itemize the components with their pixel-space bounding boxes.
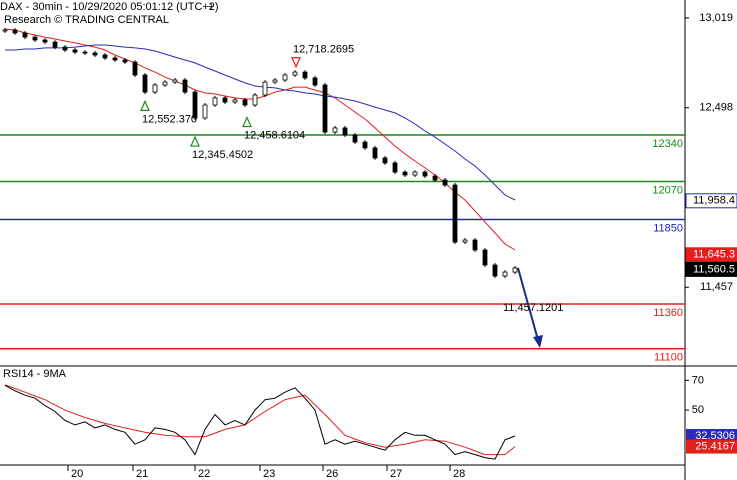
annotation-label: 12,458.6104 (244, 129, 305, 141)
candle (372, 147, 378, 159)
rsi-tag (686, 439, 737, 454)
level-label: 11360 (653, 307, 683, 319)
candle (332, 127, 338, 133)
candle (492, 264, 498, 277)
rsi-tag-label: 32.5306 (695, 430, 735, 442)
rsi-line (4, 384, 516, 460)
candle (412, 171, 418, 176)
chart-title: DAX - 30min - 10/29/2020 05:01:12 (UTC+2… (0, 1, 219, 13)
moving-average (4, 28, 516, 251)
x-tick-label: 23 (263, 468, 275, 480)
candle (192, 91, 198, 119)
rsi-tag (686, 429, 737, 444)
forecast-arrowhead (533, 335, 543, 348)
candle (402, 171, 408, 176)
annotation-label: 11,457.1201 (503, 302, 563, 314)
candle (62, 46, 68, 51)
candle (132, 61, 138, 76)
candle (502, 271, 508, 277)
rsi-tag-label: 25.4167 (695, 440, 735, 452)
x-tick-label: 21 (136, 468, 148, 480)
x-tick-label: 28 (453, 468, 465, 480)
level-label: 12340 (652, 138, 683, 150)
x-tick-label: 26 (326, 468, 338, 480)
candle (12, 29, 18, 34)
candle (122, 59, 128, 63)
candle (142, 74, 148, 93)
pivot-marker (190, 135, 200, 147)
candle (112, 57, 118, 61)
candle (432, 175, 438, 181)
candle (322, 84, 328, 133)
rsi-label: RSI14 - 9MA (3, 368, 67, 380)
candle (262, 81, 268, 96)
pivot-marker (291, 57, 301, 69)
price-tag (685, 247, 737, 263)
level-label: 12070 (652, 184, 683, 196)
price-tag (685, 261, 737, 277)
add-icon[interactable]: + (208, 1, 214, 13)
x-tick-label: 20 (71, 468, 83, 480)
rsi-tick-label: 50 (692, 404, 704, 416)
annotation-label: 12,552.370 (142, 113, 197, 125)
level-label: 11100 (654, 352, 683, 364)
candle (2, 29, 8, 32)
pivot-marker (242, 116, 252, 128)
candle (292, 71, 298, 76)
x-tick-label: 27 (390, 468, 402, 480)
candle (472, 239, 478, 251)
candle (482, 249, 488, 266)
candle (382, 157, 388, 164)
candle (282, 74, 288, 81)
annotation-label: 12,345.4502 (192, 149, 253, 161)
candle (52, 41, 58, 48)
candle (252, 94, 258, 106)
price-tag (685, 193, 737, 209)
candle (312, 77, 318, 86)
candle (302, 71, 308, 79)
candle (342, 127, 348, 136)
candle (452, 184, 458, 243)
chart-subtitle: Research © TRADING CENTRAL (4, 14, 169, 26)
candle (272, 79, 278, 83)
candle (102, 54, 108, 59)
x-tick-label: 22 (198, 468, 210, 480)
candle (162, 81, 168, 86)
price-tag-label: 11,958.4 (693, 195, 735, 207)
candle (92, 52, 98, 56)
candle (202, 104, 208, 119)
candle (222, 97, 228, 103)
rsi-tick-label: 70 (692, 374, 704, 386)
candle (232, 99, 238, 103)
candle (32, 36, 38, 41)
candle (242, 99, 248, 106)
level-label: 11850 (653, 222, 683, 234)
price-tag-label: 11,560.5 (693, 263, 735, 275)
candle (42, 39, 48, 43)
y-tick-label: 13,019 (699, 12, 733, 24)
y-tick-label: 11,457 (700, 281, 733, 293)
candle (182, 79, 188, 93)
candle (462, 239, 468, 243)
candle (362, 141, 368, 149)
candle (212, 97, 218, 106)
candle (152, 84, 158, 93)
candle (22, 32, 28, 38)
candle (422, 171, 428, 177)
candle (172, 79, 178, 83)
candle (512, 267, 518, 273)
candle (352, 134, 358, 143)
candle (442, 179, 448, 186)
pivot-marker (140, 99, 150, 111)
candle (72, 49, 78, 53)
candle (82, 51, 88, 54)
moving-average (5, 44, 516, 201)
price-tag-label: 11,645.3 (693, 249, 735, 261)
annotation-label: 12,718.2695 (293, 44, 354, 56)
y-tick-label: 12,498 (699, 102, 733, 114)
rsi-ma-line (4, 384, 516, 456)
candle (392, 162, 398, 173)
